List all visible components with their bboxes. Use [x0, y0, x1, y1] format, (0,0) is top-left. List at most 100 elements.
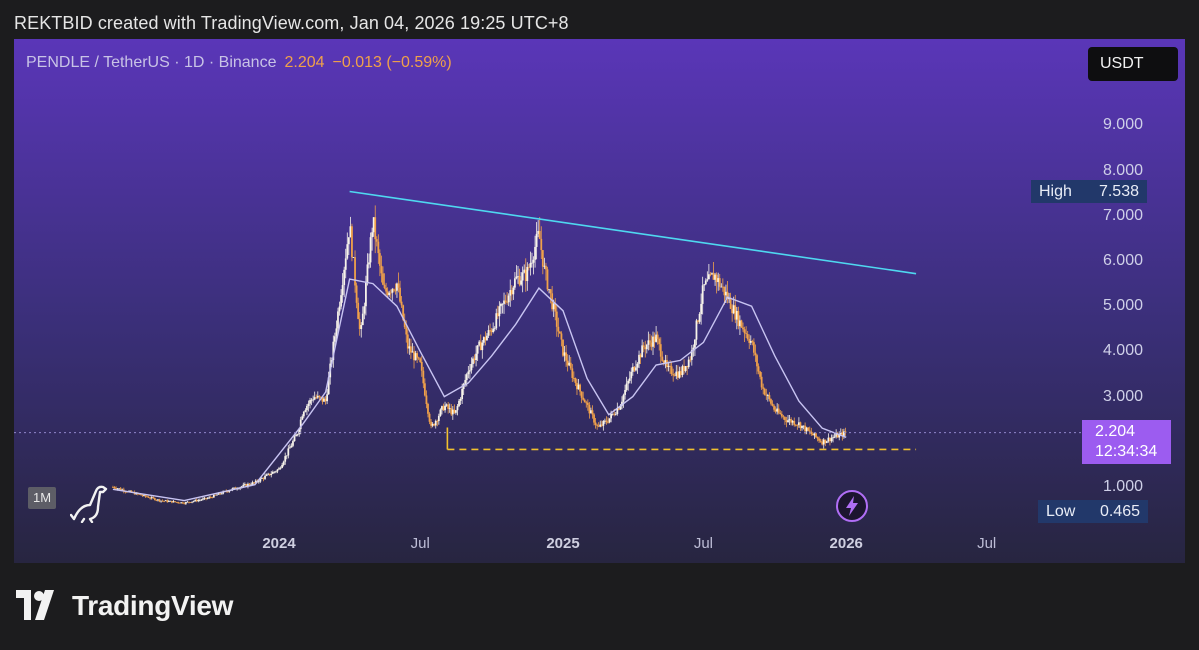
candle-body	[157, 499, 159, 501]
candle-body	[805, 427, 808, 432]
candle-body	[420, 361, 423, 371]
candle-body	[608, 418, 611, 423]
descending-trendline[interactable]	[349, 190, 917, 275]
candle-body	[784, 417, 786, 421]
candle-body	[687, 359, 690, 368]
symbol-legend[interactable]: PENDLE / TetherUS · 1D · Binance 2.204 −0.…	[26, 54, 452, 72]
candle-body	[186, 501, 189, 503]
candle-body	[498, 306, 501, 317]
candle-body	[276, 469, 279, 472]
candle-body	[732, 305, 735, 314]
candle-body	[355, 285, 358, 303]
candle-body	[763, 388, 766, 395]
currency-button[interactable]: USDT	[1088, 47, 1178, 81]
candle-body	[790, 419, 793, 423]
candle-body	[644, 347, 647, 350]
candle-body	[160, 500, 162, 502]
candle-body	[829, 437, 831, 442]
candle-body	[628, 378, 631, 381]
candle-body	[622, 394, 625, 402]
candle-body	[596, 424, 599, 426]
candle-body	[576, 382, 578, 390]
price-axis-tick: 4.000	[1102, 342, 1143, 360]
candle-body	[220, 493, 223, 495]
candle-body	[121, 489, 124, 491]
interval-badge[interactable]: 1M	[28, 487, 56, 509]
candle-body	[681, 366, 684, 376]
candle-body	[177, 502, 180, 503]
candle-body	[298, 429, 301, 435]
candle-body	[768, 395, 771, 400]
candle-body	[605, 420, 608, 423]
candle-body	[586, 402, 589, 405]
candle-body	[760, 376, 763, 388]
candle-body	[461, 388, 464, 400]
candle-body	[562, 339, 564, 356]
candle-body	[444, 405, 446, 411]
candle-body	[226, 491, 229, 493]
candle-body	[593, 414, 595, 423]
candle-body	[721, 286, 724, 288]
candle-body	[675, 371, 678, 376]
candle-body	[517, 276, 519, 277]
candle-body	[309, 400, 311, 404]
candle-body	[152, 497, 155, 499]
candle-body	[147, 496, 150, 498]
candle-body	[662, 360, 665, 364]
candle-body	[163, 500, 166, 502]
candle-body	[335, 328, 338, 337]
candle-body	[543, 265, 546, 267]
candle-body	[680, 371, 682, 376]
candle-body	[765, 394, 768, 396]
candle-body	[327, 377, 330, 395]
candle-body	[489, 330, 491, 331]
candle-body	[818, 438, 820, 441]
candle-body	[400, 301, 403, 306]
price-axis-tick: 7.000	[1102, 206, 1143, 224]
candle-body	[365, 282, 367, 307]
candle-body	[439, 409, 442, 416]
candle-body	[624, 389, 626, 395]
time-axis-tick: 2026	[829, 535, 863, 552]
candle-body	[372, 217, 375, 233]
candle-body	[306, 405, 308, 411]
candle-body	[585, 402, 588, 404]
candle-body	[793, 420, 796, 425]
candle-body	[391, 289, 394, 293]
candle-body	[301, 416, 304, 420]
candle-body	[383, 284, 386, 288]
candle-body	[351, 226, 353, 258]
chart-panel[interactable]: PENDLE / TetherUS · 1D · Binance 2.204 −0.…	[14, 39, 1185, 563]
candle-body	[655, 334, 658, 342]
candle-body	[410, 346, 412, 353]
lightning-bolt-icon[interactable]	[835, 489, 869, 523]
candle-body	[281, 464, 284, 468]
candle-body	[389, 292, 392, 294]
candle-body	[265, 474, 268, 476]
dinosaur-icon[interactable]	[70, 481, 110, 523]
price-chart[interactable]	[14, 39, 1185, 563]
candle-body	[222, 491, 225, 494]
candle-body	[590, 410, 592, 414]
candle-body	[512, 287, 515, 295]
chart-background	[14, 39, 1185, 563]
candle-body	[558, 331, 561, 334]
price-axis-tick: 9.000	[1102, 116, 1143, 134]
candle-body	[748, 338, 751, 343]
candle-body	[659, 344, 662, 357]
candle-body	[153, 498, 156, 500]
candle-body	[171, 500, 173, 503]
candle-body	[427, 404, 429, 414]
candle-body	[766, 395, 769, 396]
candle-body	[745, 333, 748, 335]
candle-body	[423, 383, 426, 396]
candle-body	[385, 287, 387, 292]
candle-body	[149, 497, 152, 499]
candle-body	[822, 439, 825, 445]
candle-body	[757, 366, 760, 372]
candle-body	[326, 394, 329, 402]
candle-body	[209, 497, 212, 498]
candle-body	[703, 284, 706, 286]
candle-body	[545, 265, 547, 270]
candle-body	[458, 400, 460, 407]
